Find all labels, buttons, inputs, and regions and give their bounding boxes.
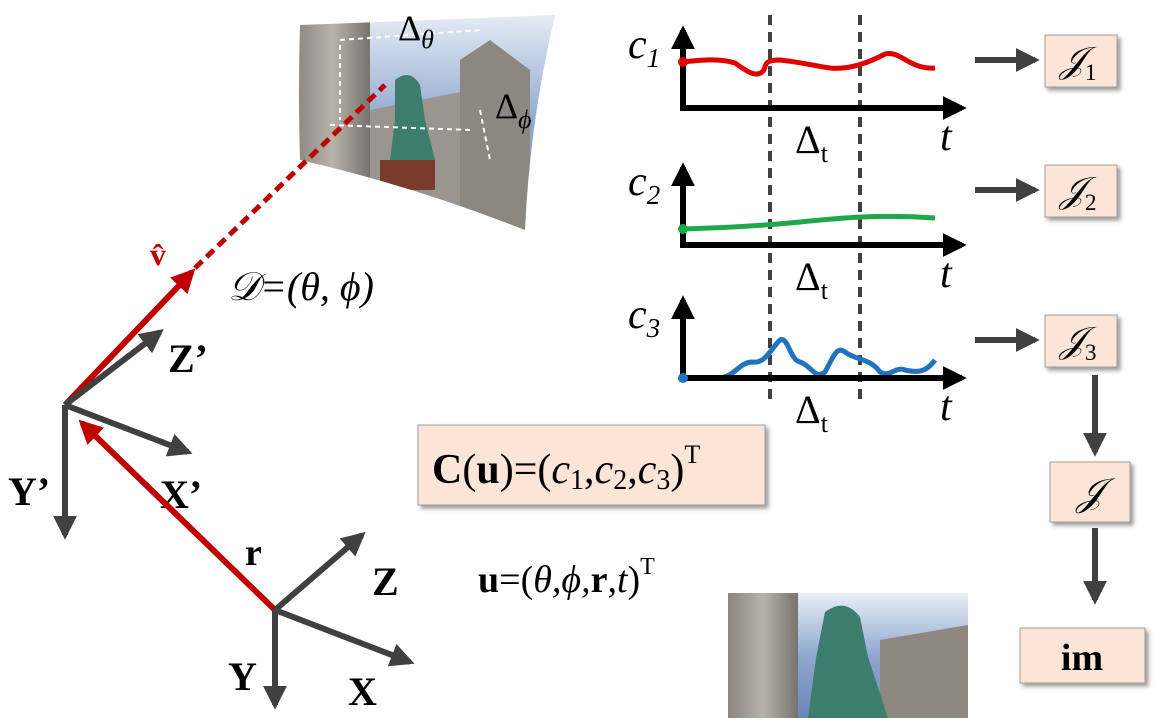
window-label-sub: t	[821, 276, 829, 305]
result-photo	[728, 593, 968, 718]
start-dot	[678, 57, 688, 67]
channel-label-sub: 3	[646, 313, 661, 343]
start-dot	[678, 373, 688, 383]
x-label: X	[348, 669, 377, 714]
z-axis	[275, 535, 362, 610]
output-label-sub: 1	[1085, 60, 1097, 86]
window-label-base: Δ	[795, 117, 821, 162]
x-axis	[275, 610, 410, 662]
coord-formula: u=(θ,ϕ,r,t)T	[478, 554, 655, 601]
time-label: t	[940, 251, 953, 297]
z-label: Z	[372, 559, 399, 604]
result-label: im	[1061, 637, 1103, 679]
window-label: Δt	[795, 387, 829, 438]
channel-label-base: c	[628, 159, 647, 205]
start-dot	[678, 224, 688, 234]
direction-label: 𝒟=(θ, ϕ)	[228, 264, 374, 309]
window-label-base: Δ	[795, 254, 821, 299]
window-label-sub: t	[821, 409, 829, 438]
view-ray	[195, 85, 385, 268]
signal-c2	[683, 216, 935, 229]
channel-label-base: c	[628, 22, 647, 68]
delta-theta: Δθ	[398, 8, 434, 54]
time-label: t	[940, 114, 953, 160]
channel-label: c3	[628, 292, 660, 343]
signal-c3	[683, 340, 935, 378]
channel-label: c2	[628, 159, 661, 210]
signal-c1	[683, 53, 935, 74]
output-label-sub: 2	[1085, 190, 1097, 216]
channel-label: c1	[628, 22, 660, 73]
offset-label: r	[245, 532, 262, 574]
channel-label-sub: 2	[647, 180, 661, 210]
y-prime-label: Y’	[8, 469, 50, 514]
window-label: Δt	[795, 254, 829, 305]
x-prime-label: X’	[160, 472, 202, 517]
output-label-sub: 3	[1085, 340, 1097, 366]
view-vector-label: v̂	[150, 236, 166, 272]
time-label: t	[940, 384, 953, 430]
diagram: Δθ Δϕ v̂ 𝒟=(θ, ϕ) Z’ X’ Y’ r Z X Y C(u)=…	[0, 0, 1172, 724]
y-label: Y	[228, 654, 257, 699]
channel-label-sub: 1	[647, 43, 661, 73]
z-prime-axis	[65, 332, 160, 405]
window-label-base: Δ	[795, 387, 821, 432]
window-label: Δt	[795, 117, 829, 168]
channel-label-base: c	[628, 292, 647, 338]
window-label-sub: t	[821, 139, 829, 168]
z-prime-label: Z’	[168, 336, 208, 381]
